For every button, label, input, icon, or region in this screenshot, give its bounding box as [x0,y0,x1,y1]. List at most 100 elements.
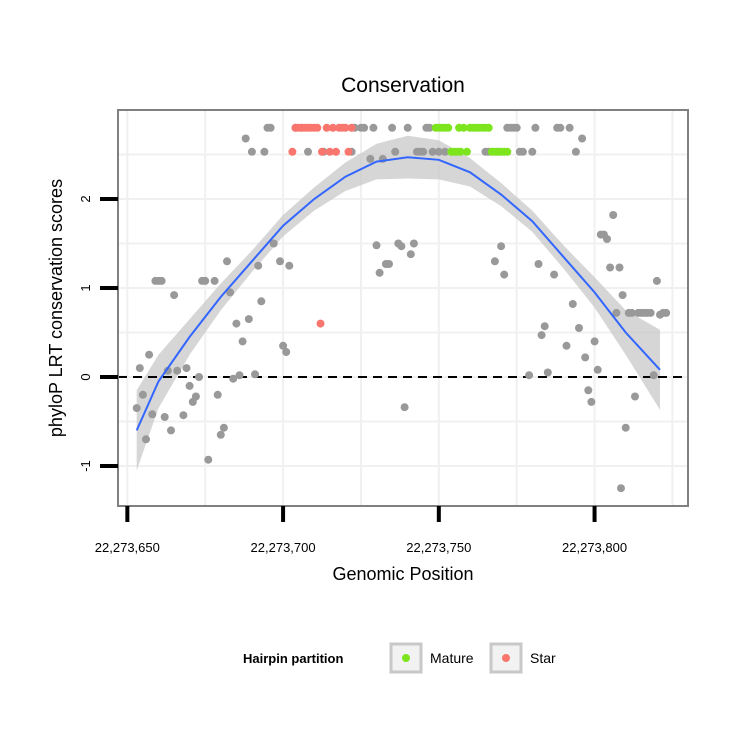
data-point-other [537,331,546,340]
data-point-other [441,147,449,156]
legend-title: Hairpin partition [243,651,343,666]
data-point-other [251,370,259,379]
data-point-other [247,147,256,156]
data-point-mature [459,123,468,132]
x-tick-label: 22,273,800 [562,540,627,555]
data-point-other [391,147,400,156]
data-point-mature [456,147,465,156]
data-point-other [241,134,250,143]
data-point-star [288,147,297,156]
plot-panel [117,109,689,507]
data-point-other [419,147,428,156]
data-point-other [578,134,587,143]
data-point-other [229,374,238,383]
data-point-other [425,123,434,132]
data-points [132,123,671,493]
data-point-other [138,390,147,399]
data-point-other [372,241,381,250]
data-point-star [322,123,331,132]
data-point-other [238,337,247,346]
data-point-star [328,123,337,132]
panel-border [117,109,689,507]
data-point-other [223,257,231,266]
x-axis-title: Genomic Position [332,564,473,584]
data-point-other [279,341,288,350]
data-point-other [167,426,175,435]
data-point-other [409,239,418,248]
data-point-other [652,276,661,285]
y-axis: -1 0 1 2 [78,195,118,472]
data-point-other [269,239,278,248]
data-point-other [260,147,269,156]
data-point-other [565,123,574,132]
data-point-star [341,123,350,132]
data-point-other [406,250,415,259]
data-point-star [332,147,340,156]
data-point-other [266,123,275,132]
data-point-other [631,392,639,401]
data-point-other [603,235,611,243]
data-point-other [210,276,219,285]
data-point-other [434,147,443,156]
data-point-other [590,337,599,346]
data-point-other [360,123,369,132]
data-point-other [388,123,397,132]
data-point-other [195,373,203,381]
data-point-other [534,260,543,268]
legend-key-star-marker [502,654,510,662]
data-point-other [609,211,618,219]
data-point-other [621,423,630,432]
data-point-other [375,268,384,277]
data-point-other [182,364,191,373]
data-point-other [618,291,627,300]
data-point-other [617,484,625,493]
data-point-other [135,364,144,373]
y-tick-label: -1 [78,460,93,472]
data-point-other [627,308,636,317]
y-tick-label: 1 [78,284,93,291]
data-point-other [649,371,658,380]
legend-item-star: Star [489,642,556,674]
y-tick-label: 0 [78,373,93,380]
data-point-star [344,147,353,156]
legend-label-mature: Mature [430,650,474,666]
data-point-other [285,261,294,270]
chart-title: Conservation [341,74,465,97]
data-point-mature [444,123,453,132]
data-point-other [662,308,671,317]
y-tick-label: 2 [78,195,93,202]
legend-label-star: Star [530,650,556,666]
data-point-other [304,147,312,156]
data-point-other [185,381,194,390]
data-point-other [369,123,378,132]
data-point-other [593,365,602,374]
data-point-star [325,147,334,156]
data-point-other [145,350,154,359]
data-point-other [428,147,437,156]
x-tick-label: 22,273,700 [251,540,316,555]
data-point-other [512,123,521,132]
data-point-other [497,242,506,251]
data-point-other [581,353,590,362]
data-point-other [568,300,577,308]
data-point-other [254,261,263,270]
data-point-other [385,260,393,268]
data-point-mature [484,123,493,132]
data-point-other [282,348,291,356]
data-point-other [213,390,222,399]
data-point-other [540,322,549,331]
legend-item-mature: Mature [389,642,474,674]
data-point-other [584,386,593,395]
data-point-other [235,371,244,380]
data-point-other [562,341,571,350]
smooth-trend-line [135,156,661,431]
data-point-other [543,368,552,377]
data-point-star [318,147,326,156]
legend-key-mature-marker [402,654,410,662]
data-point-other [170,291,179,300]
data-point-star [316,319,325,328]
data-point-other [615,263,624,272]
data-point-other [612,308,621,317]
data-point-other [204,455,213,464]
